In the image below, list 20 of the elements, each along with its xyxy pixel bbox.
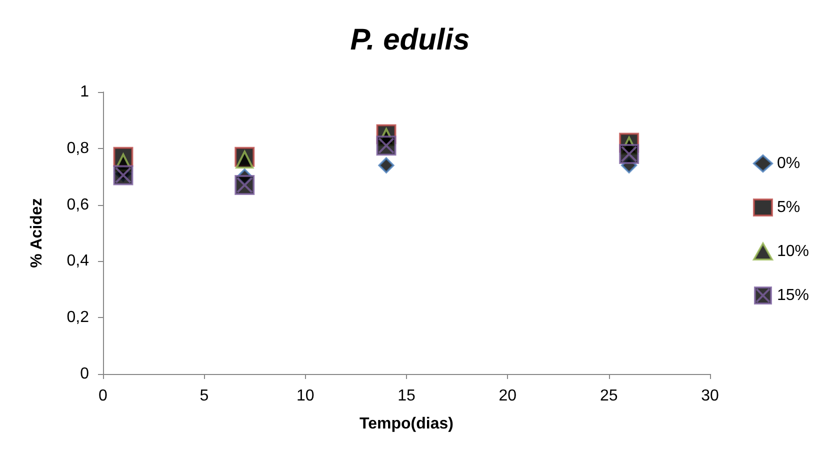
x-tick-label: 10 — [296, 388, 314, 404]
y-tick-label: 0 — [80, 366, 90, 382]
y-tick-label: 0,6 — [66, 196, 90, 214]
y-tick-label: 0,4 — [66, 252, 90, 270]
y-tick-label: 1 — [80, 84, 90, 100]
y-tick-label: 0,8 — [66, 140, 90, 157]
y-axis-title: % Acidez — [28, 198, 46, 268]
x-tick-label: 15 — [398, 388, 416, 404]
legend-label: 15% — [776, 287, 810, 304]
x-tick-label: 25 — [600, 388, 618, 404]
x-tick-label: 30 — [701, 388, 719, 404]
legend-label: 10% — [776, 243, 810, 260]
chart-title: P. edulis — [350, 24, 470, 56]
legend-label: 0% — [776, 155, 800, 172]
x-tick-label: 0 — [98, 388, 108, 404]
legend-label: 5% — [776, 199, 800, 216]
y-tick-label: 0,2 — [66, 309, 90, 326]
x-axis-title: Tempo(dias) — [360, 416, 454, 432]
x-tick-label: 20 — [498, 388, 517, 404]
x-tick-label: 5 — [200, 388, 209, 404]
